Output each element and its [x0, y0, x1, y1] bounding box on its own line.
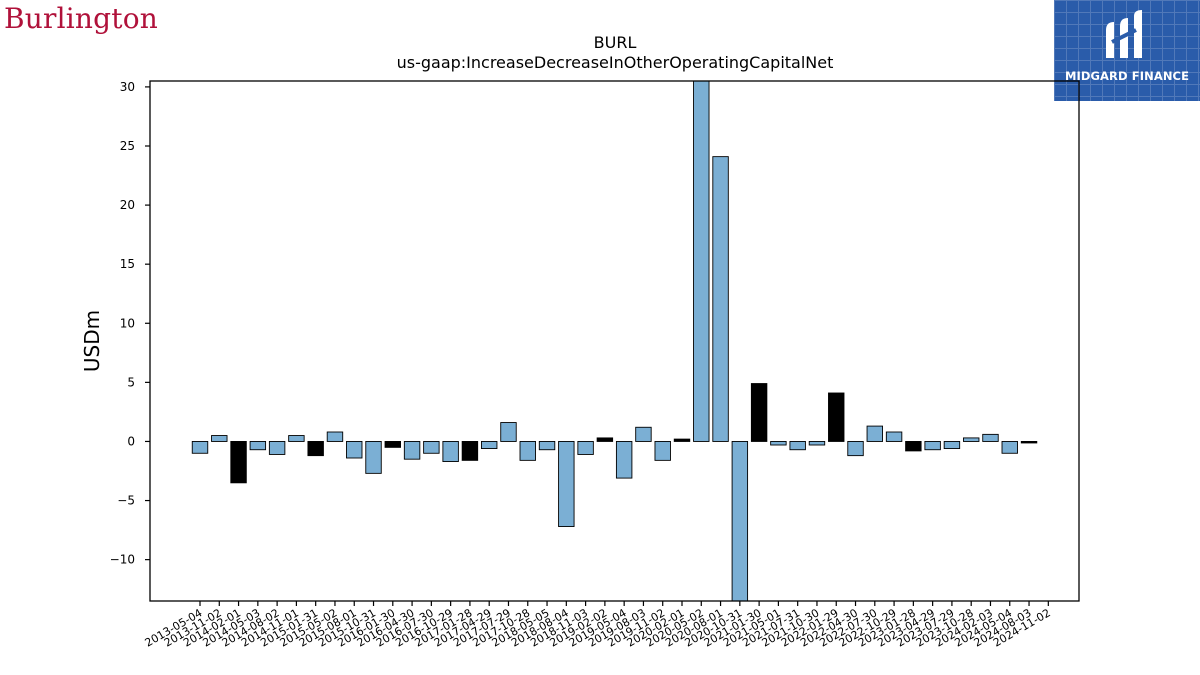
bar — [808, 441, 826, 446]
bar-series — [191, 80, 1038, 602]
bar — [442, 441, 459, 462]
midgard-finance-logo-text: MIDGARD FINANCE — [1064, 69, 1190, 83]
bar — [635, 426, 652, 442]
bar — [268, 441, 286, 455]
bar — [1001, 441, 1018, 454]
y-tick-label: 25 — [120, 139, 135, 153]
bar — [866, 425, 883, 442]
chart-title: BURL — [594, 33, 637, 52]
bar — [1020, 441, 1038, 444]
chart-subtitle: us-gaap:IncreaseDecreaseInOtherOperating… — [397, 53, 834, 72]
bar — [596, 437, 614, 442]
y-tick-label: 10 — [120, 316, 135, 330]
midgard-finance-logo: MIDGARD FINANCE — [1054, 0, 1200, 101]
bar — [673, 438, 691, 442]
bar — [577, 441, 594, 455]
burlington-logo-text: Burlington — [4, 2, 159, 35]
bar — [712, 156, 729, 442]
bar — [249, 441, 267, 451]
bar — [384, 441, 401, 448]
bar — [963, 437, 980, 442]
bar — [538, 441, 556, 451]
burlington-logo: Burlington — [4, 2, 158, 35]
bar — [905, 441, 922, 452]
bar — [789, 441, 806, 451]
bar — [423, 441, 440, 454]
y-axis: −10 −5 0 5 10 15 20 25 30 — [110, 80, 150, 567]
bar — [558, 441, 575, 527]
y-tick-label: 30 — [120, 80, 135, 94]
x-axis: 2013-05-042013-11-022014-02-012014-05-03… — [143, 601, 1053, 650]
y-tick-label: 5 — [127, 375, 135, 389]
bar — [847, 441, 864, 457]
y-tick-label: 0 — [127, 434, 135, 448]
bar — [750, 383, 768, 442]
plot-frame — [149, 80, 1080, 602]
bar — [211, 435, 228, 442]
bar — [191, 441, 209, 454]
bar — [885, 431, 903, 442]
bar — [307, 441, 324, 457]
bar — [481, 441, 498, 449]
y-tick-label: 15 — [120, 257, 135, 271]
bar — [230, 441, 247, 484]
bar — [943, 441, 961, 449]
bar — [924, 441, 941, 451]
y-tick-label: −10 — [110, 553, 135, 567]
y-tick-label: 20 — [120, 198, 135, 212]
y-axis-label: USDm — [80, 310, 104, 372]
bar — [519, 441, 536, 461]
bar — [288, 435, 305, 442]
bar — [982, 433, 999, 442]
bar — [500, 422, 517, 442]
bar — [615, 441, 633, 479]
bar — [346, 441, 363, 459]
bar — [693, 80, 710, 442]
bar — [731, 441, 749, 602]
bar — [365, 441, 382, 474]
bar — [326, 431, 344, 442]
y-tick-label: −5 — [117, 494, 135, 508]
bar — [403, 441, 421, 460]
bar — [828, 392, 845, 442]
bar — [770, 441, 787, 446]
bar — [654, 441, 671, 461]
bar — [461, 441, 479, 461]
midgard-monogram-icon — [1106, 10, 1142, 58]
